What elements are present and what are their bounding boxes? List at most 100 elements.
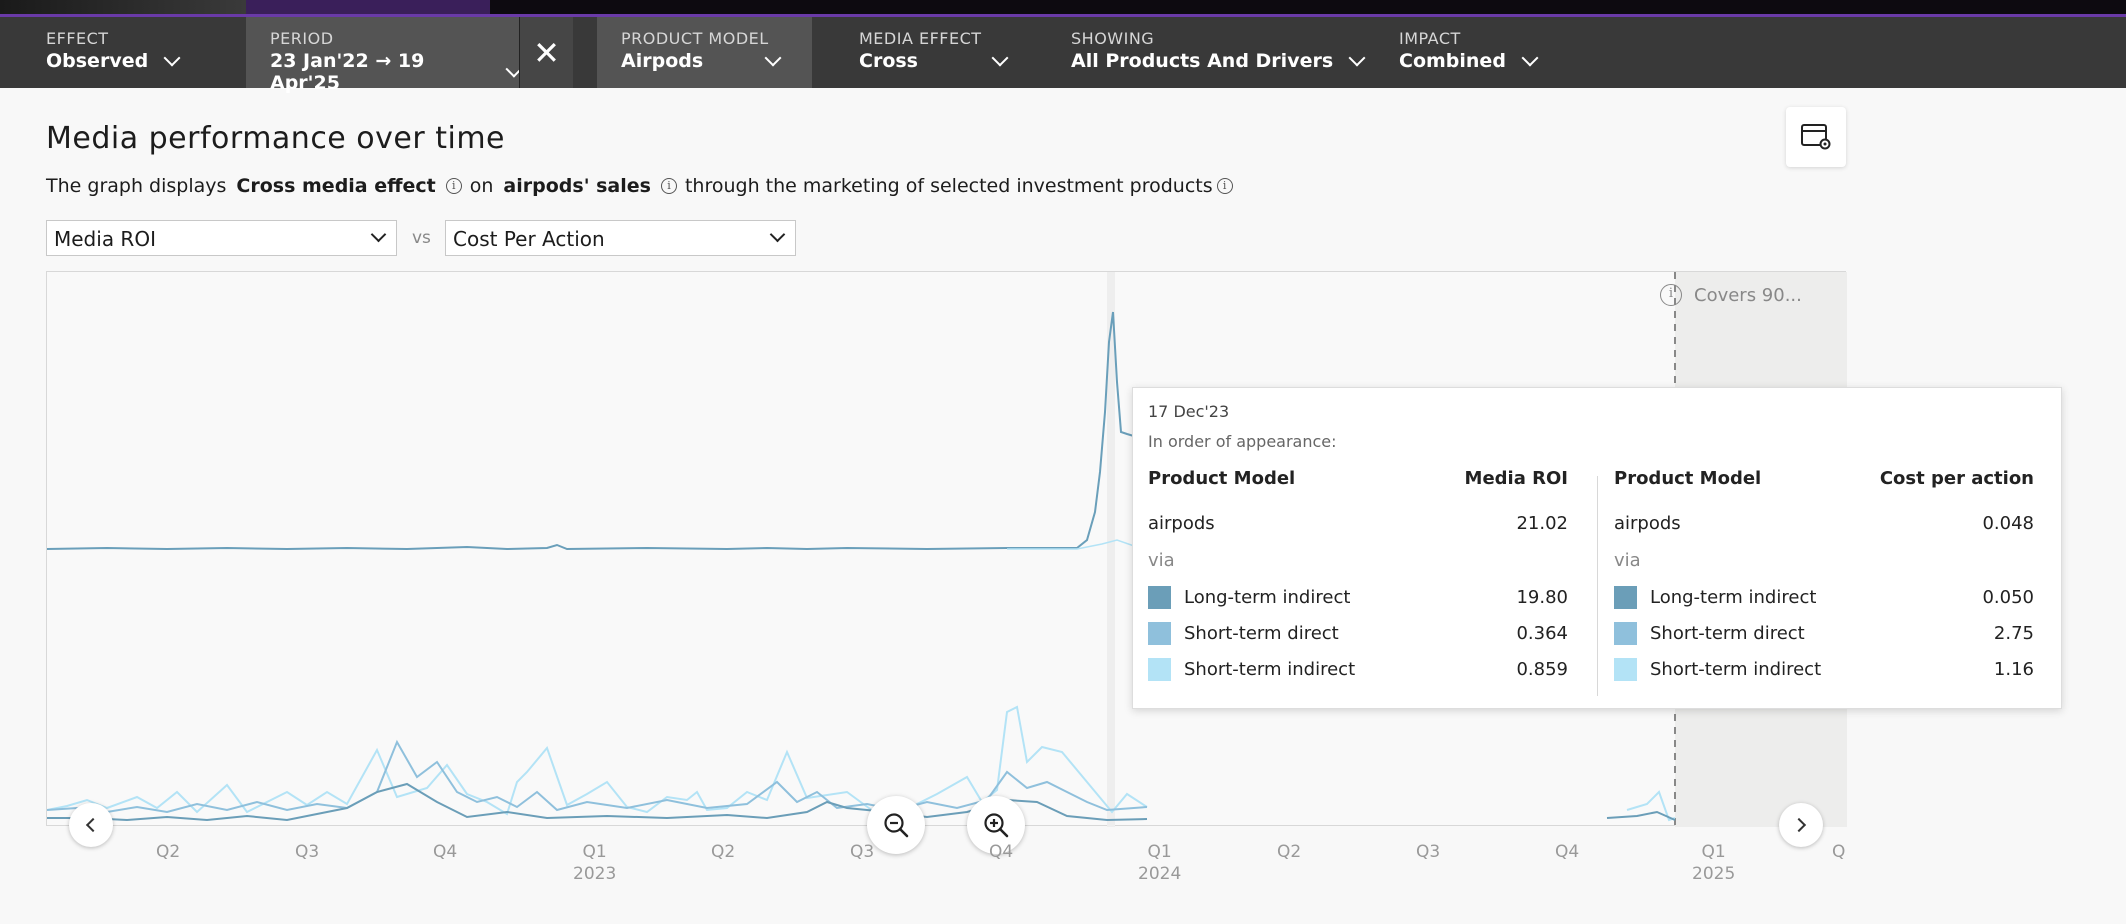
tooltip-left-via: via	[1148, 550, 1175, 571]
filter-period-label: PERIOD	[270, 29, 334, 48]
x-tick: Q3	[850, 842, 875, 862]
x-tick: Q	[1832, 842, 1846, 862]
x-tick: Q2	[156, 842, 181, 862]
x-tick: Q3	[295, 842, 320, 862]
filter-period[interactable]: PERIOD 23 Jan'22 → 19 Apr'25	[246, 17, 522, 94]
metric-select-left-value: Media ROI	[54, 227, 156, 251]
hover-column	[1107, 272, 1115, 827]
top-strip-segment-active	[246, 0, 490, 17]
covers-label: i Covers 90...	[1660, 284, 1802, 306]
filter-impact-value: Combined	[1399, 50, 1506, 72]
upper-series-line	[47, 311, 1147, 551]
chevron-right-icon	[1791, 817, 1807, 833]
tooltip-left-product: airpods	[1148, 513, 1215, 534]
tooltip-right-column: Product Model Cost per action airpods 0.…	[1614, 468, 2034, 687]
tooltip-order-note: In order of appearance:	[1148, 432, 1337, 451]
tooltip-right-row: Long-term indirect 0.050	[1614, 579, 2034, 615]
legend-swatch	[1148, 621, 1171, 645]
filter-product-model-label: PRODUCT MODEL	[621, 29, 769, 48]
filter-bar: EFFECT Observed PERIOD 23 Jan'22 → 19 Ap…	[0, 17, 2126, 94]
x-tick: Q3	[1416, 842, 1441, 862]
page-title: Media performance over time	[46, 121, 506, 156]
zoom-out-icon	[884, 813, 909, 838]
scroll-left-button[interactable]	[69, 803, 113, 847]
filter-showing-value: All Products And Drivers	[1071, 50, 1334, 72]
metric-select-right[interactable]: Cost Per Action	[445, 220, 796, 256]
info-icon[interactable]: i	[1660, 284, 1682, 306]
table-settings-icon	[1801, 124, 1831, 150]
filter-showing-label: SHOWING	[1071, 29, 1155, 48]
tooltip-left-row: Short-term direct 0.364	[1148, 615, 1568, 651]
tooltip-left-header-metric: Media ROI	[1464, 468, 1568, 489]
x-tick: Q1 2023	[573, 842, 617, 884]
zoom-in-button[interactable]	[967, 796, 1025, 854]
filter-effect[interactable]: EFFECT Observed	[46, 17, 181, 88]
filter-effect-value: Observed	[46, 50, 149, 72]
tooltip-left-header-product: Product Model	[1148, 468, 1296, 489]
filter-product-model[interactable]: PRODUCT MODEL Airpods	[597, 17, 812, 88]
filter-impact-label: IMPACT	[1399, 29, 1461, 48]
tooltip-right-via: via	[1614, 550, 1641, 571]
chevron-down-icon	[370, 226, 387, 243]
vs-label: vs	[412, 228, 431, 248]
subtitle-on: on	[469, 175, 494, 197]
x-tick: Q1 2025	[1692, 842, 1736, 884]
filter-effect-label: EFFECT	[46, 29, 109, 48]
subtitle-suffix: through the marketing of selected invest…	[684, 175, 1213, 197]
x-tick: Q4	[989, 842, 1014, 862]
top-accent-line	[0, 14, 2126, 17]
chevron-down-icon	[1348, 49, 1366, 67]
filter-period-value: 23 Jan'22 → 19 Apr'25	[270, 50, 425, 94]
x-tick: Q2	[1277, 842, 1302, 862]
x-tick: Q2	[711, 842, 736, 862]
subtitle-effect: Cross media effect	[236, 175, 436, 197]
x-tick: Q4	[1555, 842, 1580, 862]
tooltip-left-row: Short-term indirect 0.859	[1148, 651, 1568, 687]
legend-swatch	[1148, 657, 1171, 681]
legend-swatch	[1148, 585, 1171, 609]
metric-select-right-value: Cost Per Action	[453, 227, 605, 251]
zoom-in-icon	[984, 813, 1009, 838]
filter-media-effect-value: Cross	[859, 50, 918, 72]
info-icon[interactable]: i	[445, 178, 462, 194]
zoom-out-button[interactable]	[867, 796, 925, 854]
chevron-down-icon	[991, 49, 1009, 67]
chart-description: The graph displays Cross media effect i …	[46, 175, 1241, 197]
tooltip-date: 17 Dec'23	[1148, 402, 1230, 421]
tooltip-right-row: Short-term direct 2.75	[1614, 615, 2034, 651]
filter-showing[interactable]: SHOWING All Products And Drivers	[1071, 17, 1366, 88]
chart-tooltip: 17 Dec'23 In order of appearance: Produc…	[1132, 387, 2062, 709]
legend-swatch	[1614, 585, 1637, 609]
top-strip-segment	[0, 0, 246, 17]
filter-media-effect-label: MEDIA EFFECT	[859, 29, 982, 48]
tooltip-right-header-product: Product Model	[1614, 468, 1762, 489]
covers-text: Covers 90...	[1694, 284, 1802, 306]
tooltip-left-column: Product Model Media ROI airpods 21.02 vi…	[1148, 468, 1568, 687]
legend-swatch	[1614, 621, 1637, 645]
tooltip-left-row: Long-term indirect 19.80	[1148, 579, 1568, 615]
table-settings-button[interactable]	[1786, 107, 1846, 167]
short-term-direct-line	[47, 739, 1148, 814]
long-term-indirect-line-right	[1606, 810, 1676, 821]
metric-select-left[interactable]: Media ROI	[46, 220, 397, 256]
tooltip-right-row: Short-term indirect 1.16	[1614, 651, 2034, 687]
filter-impact[interactable]: IMPACT Combined	[1399, 17, 1539, 88]
top-accent-strip	[0, 0, 2126, 17]
chevron-down-icon	[764, 49, 782, 67]
chevron-down-icon	[1521, 49, 1539, 67]
info-icon[interactable]: i	[1216, 178, 1233, 194]
filter-media-effect[interactable]: MEDIA EFFECT Cross	[859, 17, 1009, 88]
clear-period-button[interactable]: ✕	[519, 17, 573, 88]
chevron-down-icon	[163, 49, 181, 67]
x-tick: Q4	[433, 842, 458, 862]
info-icon[interactable]: i	[660, 178, 677, 194]
chevron-left-icon	[85, 817, 101, 833]
tooltip-divider	[1597, 476, 1598, 696]
chevron-down-icon	[769, 226, 786, 243]
tooltip-right-header-metric: Cost per action	[1879, 468, 2034, 489]
tooltip-right-product: airpods	[1614, 513, 1681, 534]
subtitle-product: airpods' sales	[503, 175, 651, 197]
scroll-right-button[interactable]	[1779, 803, 1823, 847]
subtitle-prefix: The graph displays	[46, 175, 227, 197]
filter-product-model-value: Airpods	[621, 50, 704, 72]
